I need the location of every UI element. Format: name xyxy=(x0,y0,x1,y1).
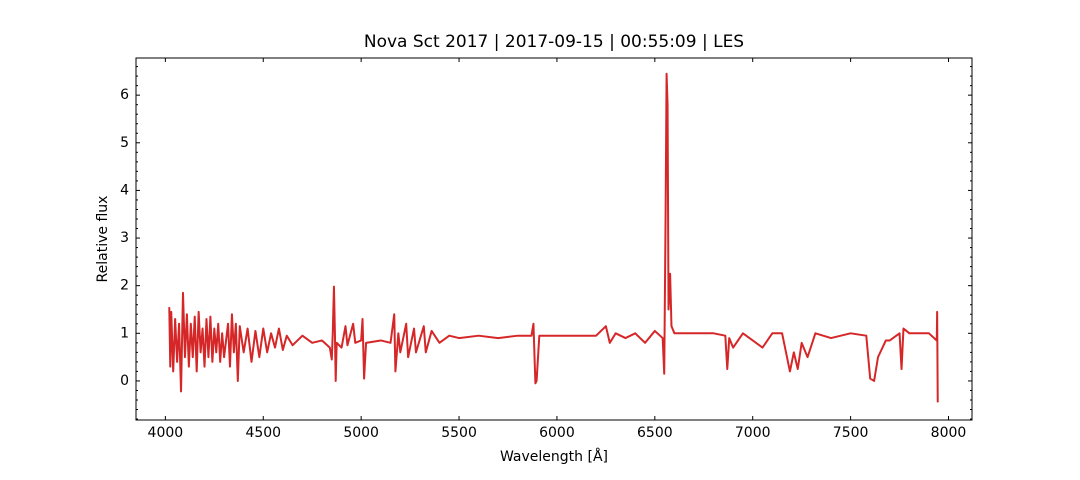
y-axis-label: Relative flux xyxy=(95,196,111,283)
y-tick-label: 4 xyxy=(120,182,129,198)
x-tick-label: 4000 xyxy=(148,425,184,441)
plot-frame xyxy=(135,57,973,421)
chart-title: Nova Sct 2017 | 2017-09-15 | 00:55:09 | … xyxy=(364,32,744,52)
x-tick-label: 6000 xyxy=(539,425,575,441)
y-tick-label: 0 xyxy=(120,373,129,389)
y-tick-label: 2 xyxy=(120,278,129,294)
x-tick-label: 5500 xyxy=(441,425,477,441)
x-axis-label: Wavelength [Å] xyxy=(500,448,608,465)
y-tick-label: 1 xyxy=(120,325,129,341)
y-tick-label: 5 xyxy=(120,135,129,151)
spectrum-line xyxy=(168,72,939,403)
x-tick-label: 7500 xyxy=(833,425,869,441)
x-tick-label: 8000 xyxy=(931,425,967,441)
x-tick-label: 5000 xyxy=(343,425,379,441)
y-tick-label: 3 xyxy=(120,230,129,246)
y-tick-label: 6 xyxy=(120,87,129,103)
x-tick-label: 6500 xyxy=(637,425,673,441)
x-tick-label: 7000 xyxy=(735,425,771,441)
x-tick-label: 4500 xyxy=(245,425,281,441)
